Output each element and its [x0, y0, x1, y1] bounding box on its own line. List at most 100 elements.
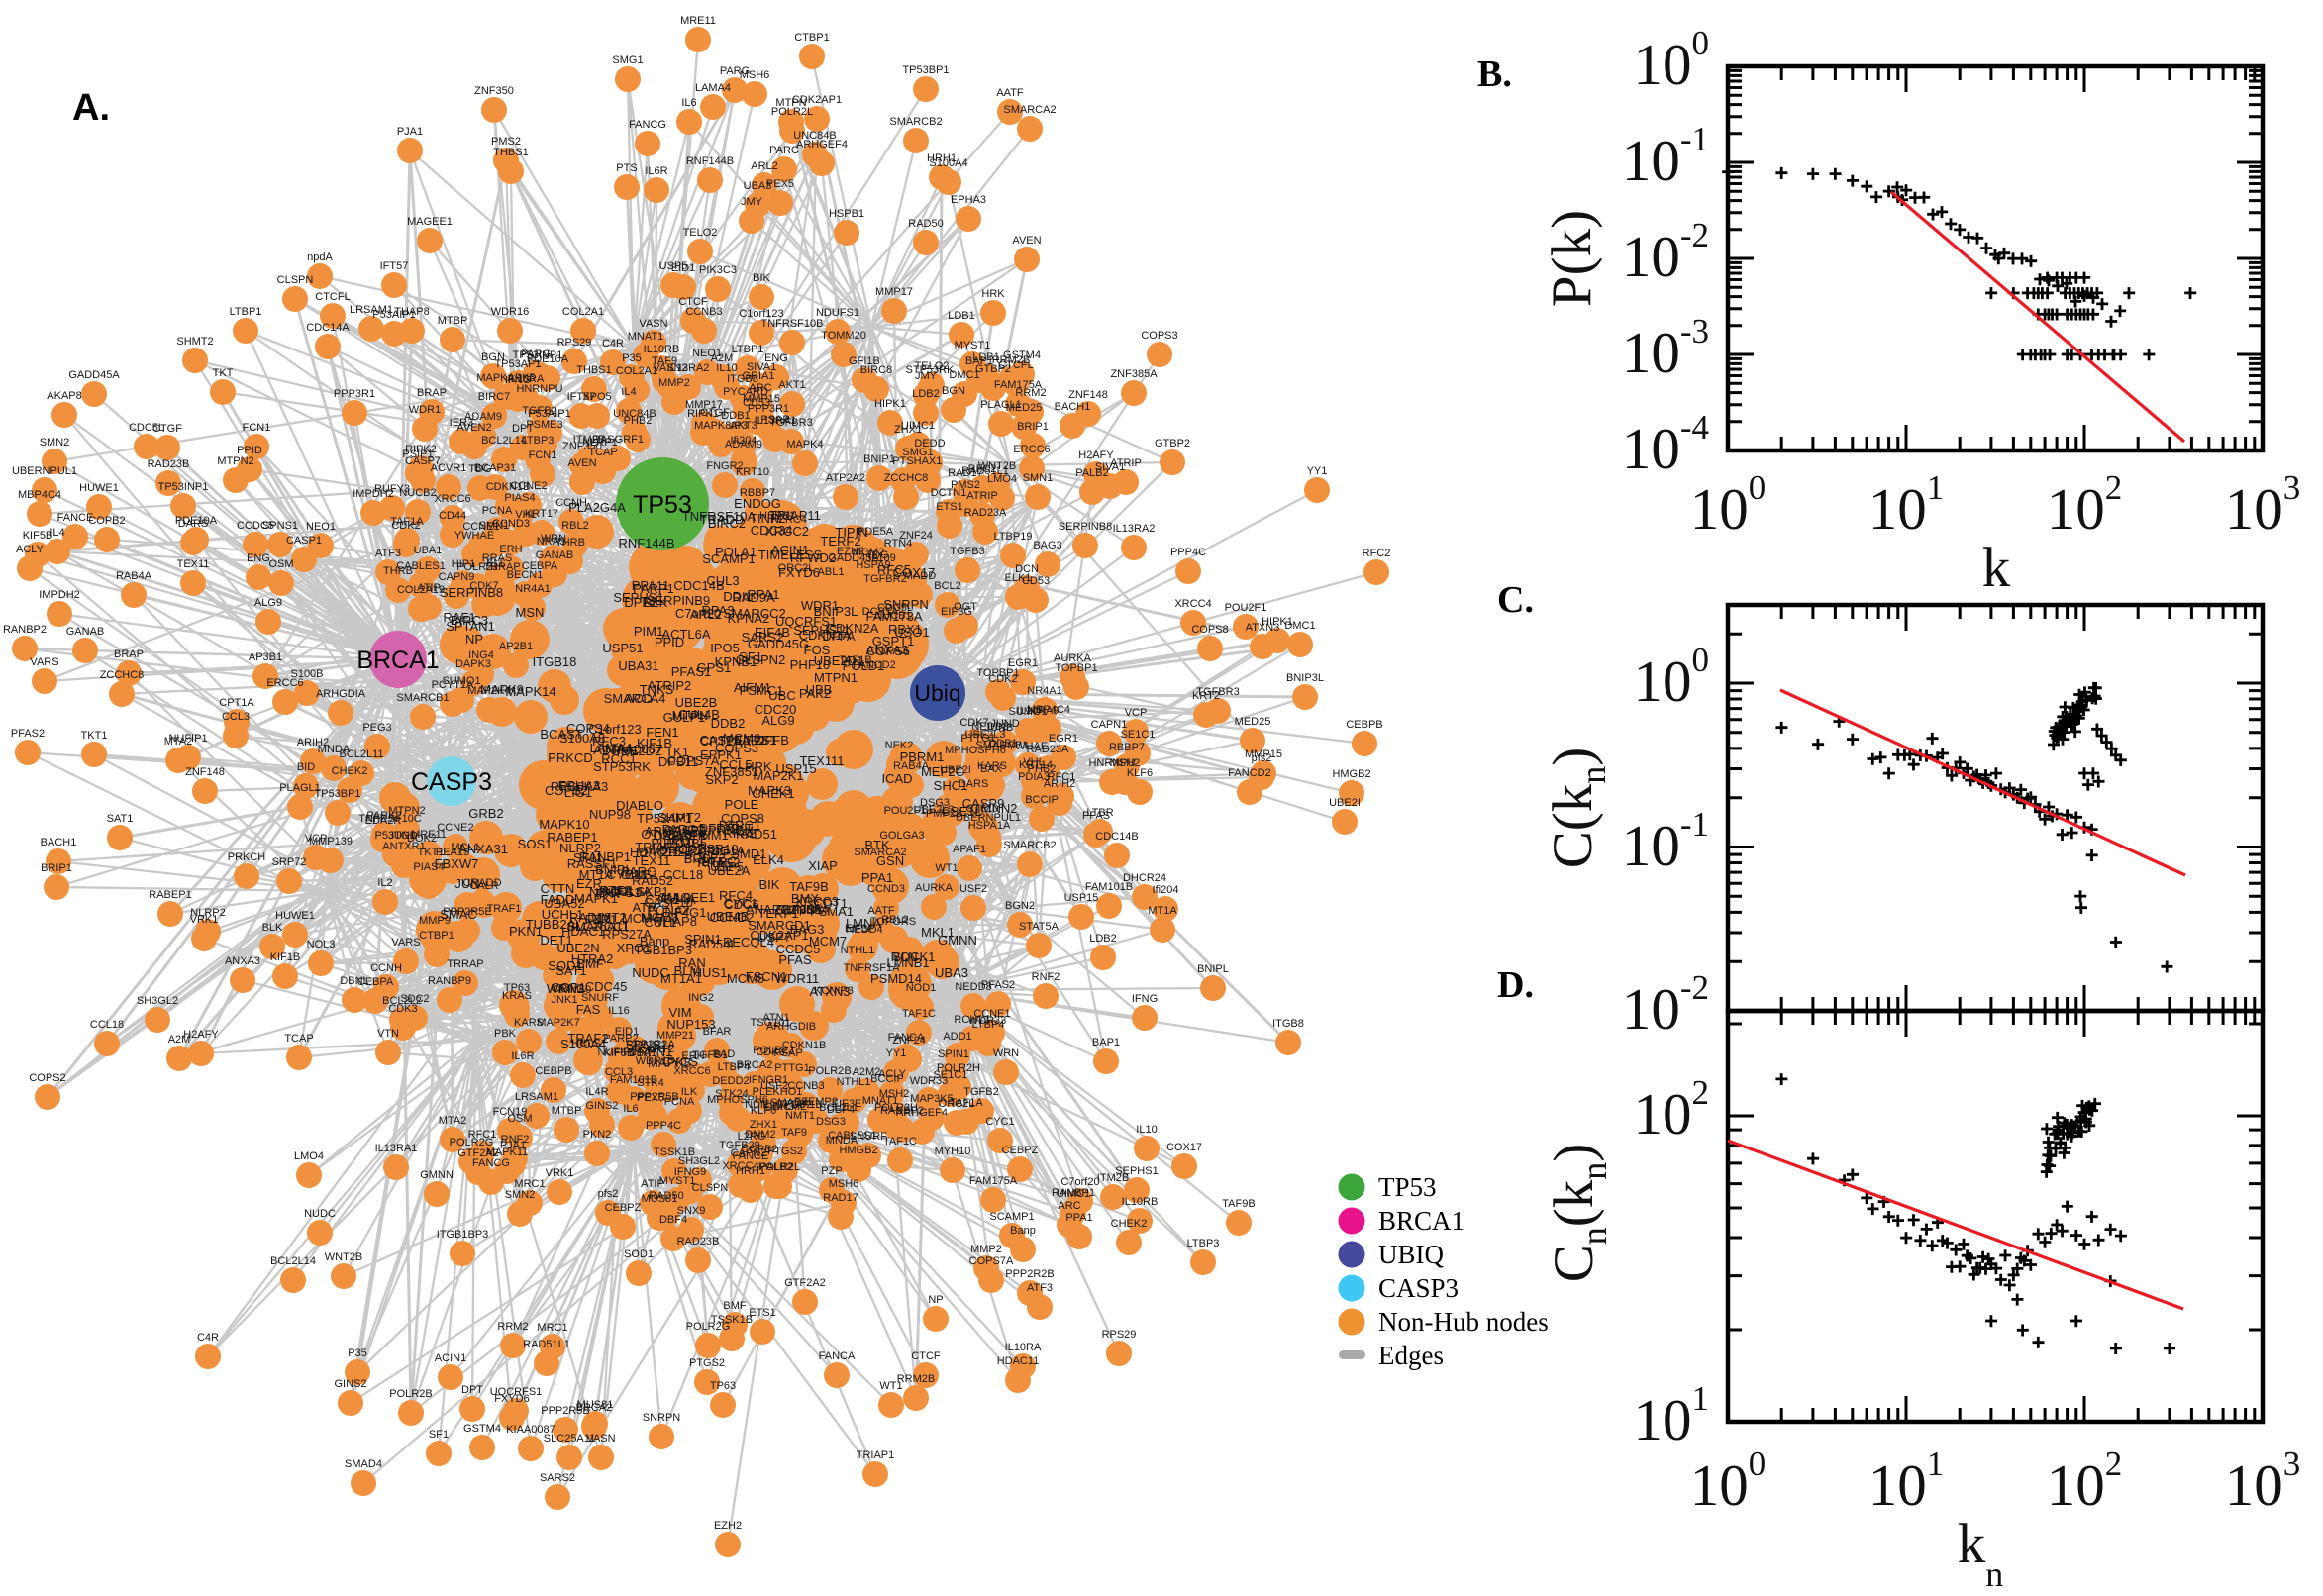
- svg-text:ERCC6: ERCC6: [1013, 444, 1050, 455]
- svg-text:DCN: DCN: [1015, 563, 1039, 575]
- svg-text:ITGB1BP3: ITGB1BP3: [631, 943, 692, 957]
- svg-text:FXYD6: FXYD6: [494, 1393, 529, 1405]
- svg-text:CEBPA: CEBPA: [522, 560, 558, 572]
- svg-text:CDC14A: CDC14A: [306, 322, 350, 334]
- svg-text:PPID: PPID: [237, 445, 262, 456]
- svg-text:DPT: DPT: [461, 1384, 483, 1396]
- svg-text:CRADD: CRADD: [462, 877, 501, 889]
- svg-text:MRE11: MRE11: [411, 829, 447, 841]
- svg-text:SMG1: SMG1: [612, 54, 643, 66]
- svg-text:SHMT2: SHMT2: [176, 336, 213, 348]
- svg-text:TP53BP1: TP53BP1: [902, 64, 949, 76]
- svg-text:PTTG1: PTTG1: [960, 733, 995, 745]
- svg-text:GADD45A: GADD45A: [68, 369, 120, 381]
- svg-text:TP53INP1: TP53INP1: [158, 481, 209, 493]
- svg-text:BAD: BAD: [713, 1048, 736, 1060]
- svg-text:ITGB1BP3: ITGB1BP3: [437, 1229, 489, 1241]
- svg-text:AATF: AATF: [996, 87, 1024, 99]
- svg-text:SMN1: SMN1: [1023, 472, 1054, 484]
- svg-text:BGN: BGN: [481, 351, 505, 363]
- svg-text:BNIP3L: BNIP3L: [814, 604, 858, 619]
- svg-text:NDUFS1: NDUFS1: [589, 885, 641, 900]
- svg-text:ADD1: ADD1: [943, 1031, 971, 1043]
- svg-text:WDR16: WDR16: [491, 306, 530, 318]
- svg-text:ATN1: ATN1: [762, 1012, 789, 1024]
- svg-text:BCL2L1: BCL2L1: [819, 1102, 858, 1114]
- svg-text:POLR2G: POLR2G: [686, 1321, 731, 1333]
- svg-text:RNF144B: RNF144B: [618, 536, 674, 550]
- svg-text:WT1: WT1: [879, 1380, 902, 1392]
- svg-text:XRCC6: XRCC6: [673, 1065, 710, 1077]
- svg-text:SMARCB1: SMARCB1: [396, 692, 449, 704]
- svg-text:CTBP1: CTBP1: [794, 32, 829, 44]
- svg-text:GRIA1: GRIA1: [742, 370, 774, 382]
- svg-text:RAD51L1: RAD51L1: [523, 1339, 570, 1350]
- svg-text:AKAP8: AKAP8: [630, 1044, 664, 1055]
- svg-text:GMNN2: GMNN2: [971, 801, 1018, 816]
- svg-text:TP53: TP53: [1378, 1172, 1437, 1202]
- svg-text:DDB2: DDB2: [711, 716, 746, 731]
- svg-text:EZH2: EZH2: [837, 546, 864, 557]
- svg-text:AP3B1: AP3B1: [249, 651, 282, 663]
- svg-text:SCAMP1: SCAMP1: [702, 551, 755, 566]
- svg-text:CDKN1B: CDKN1B: [782, 1040, 827, 1051]
- svg-text:ACLY: ACLY: [878, 1068, 907, 1080]
- svg-text:CASP3: CASP3: [411, 768, 492, 796]
- svg-text:CDK3: CDK3: [756, 1047, 784, 1058]
- svg-text:ARHGDIA: ARHGDIA: [316, 688, 366, 700]
- svg-text:PTTG1: PTTG1: [774, 1062, 809, 1074]
- svg-text:NEDD8: NEDD8: [955, 981, 991, 993]
- svg-text:SARS2: SARS2: [540, 1472, 575, 1484]
- svg-text:FCN19: FCN19: [493, 1106, 528, 1118]
- svg-text:FCN1: FCN1: [529, 449, 557, 461]
- svg-text:COX17: COX17: [1166, 1142, 1202, 1153]
- svg-text:DIABLO: DIABLO: [616, 798, 663, 813]
- svg-text:SMN2: SMN2: [505, 1189, 536, 1201]
- svg-text:IMPDH2: IMPDH2: [39, 589, 80, 601]
- svg-text:MED25: MED25: [1235, 716, 1271, 728]
- svg-text:NMT1: NMT1: [785, 1110, 815, 1122]
- svg-text:ZNF350: ZNF350: [474, 85, 514, 97]
- svg-text:DDB1: DDB1: [721, 410, 750, 422]
- svg-text:PFAS2: PFAS2: [11, 728, 45, 740]
- svg-text:GPS1: GPS1: [697, 660, 732, 675]
- svg-text:CDK2: CDK2: [988, 673, 1017, 685]
- svg-text:MAP2K7: MAP2K7: [537, 1017, 579, 1029]
- svg-text:Ifi204: Ifi204: [1153, 884, 1179, 896]
- svg-text:PBRM1: PBRM1: [900, 749, 945, 764]
- svg-text:TP53INP1: TP53INP1: [513, 349, 563, 361]
- svg-text:A2M: A2M: [168, 1034, 191, 1046]
- svg-text:IL13RA2: IL13RA2: [1113, 523, 1156, 535]
- svg-text:DMC1: DMC1: [1284, 620, 1315, 632]
- svg-text:EIF3G: EIF3G: [941, 606, 972, 618]
- svg-text:CDK2AP1: CDK2AP1: [792, 94, 842, 106]
- svg-text:ENDOG: ENDOG: [734, 496, 781, 511]
- svg-text:HNRNPU: HNRNPU: [1088, 757, 1135, 769]
- svg-text:TGFB3: TGFB3: [950, 546, 984, 557]
- svg-text:WRN: WRN: [993, 1047, 1019, 1059]
- svg-text:MNDA: MNDA: [318, 744, 351, 755]
- svg-text:P53AIP1: P53AIP1: [528, 408, 570, 420]
- svg-text:CTGF: CTGF: [152, 423, 182, 435]
- svg-text:PSMD14: PSMD14: [870, 971, 922, 986]
- svg-text:HRK: HRK: [745, 759, 772, 774]
- svg-text:CTTN: CTTN: [541, 881, 575, 896]
- svg-text:FXYD6: FXYD6: [778, 565, 820, 580]
- svg-text:XRCC6: XRCC6: [434, 493, 470, 505]
- svg-text:UBE2I: UBE2I: [1329, 797, 1361, 809]
- svg-text:ZNF385A: ZNF385A: [1110, 368, 1158, 380]
- svg-text:BCL2L14: BCL2L14: [481, 435, 527, 447]
- svg-text:GFI1B: GFI1B: [849, 355, 880, 367]
- svg-text:DSG3: DSG3: [920, 797, 950, 809]
- svg-text:UBA3: UBA3: [744, 180, 772, 192]
- svg-text:NLRC4: NLRC4: [771, 514, 807, 526]
- svg-text:TGFBR3: TGFBR3: [769, 417, 812, 429]
- svg-text:UBA1: UBA1: [414, 545, 443, 556]
- svg-text:PPP2R5B: PPP2R5B: [541, 1405, 590, 1417]
- svg-text:TAF9B: TAF9B: [789, 879, 829, 894]
- svg-text:TNFRSF1A: TNFRSF1A: [844, 962, 901, 974]
- svg-text:HDAC1: HDAC1: [561, 924, 605, 939]
- svg-text:PLAGL1: PLAGL1: [279, 782, 321, 794]
- svg-text:KRT14: KRT14: [1019, 759, 1053, 771]
- svg-text:CD53: CD53: [1022, 575, 1050, 587]
